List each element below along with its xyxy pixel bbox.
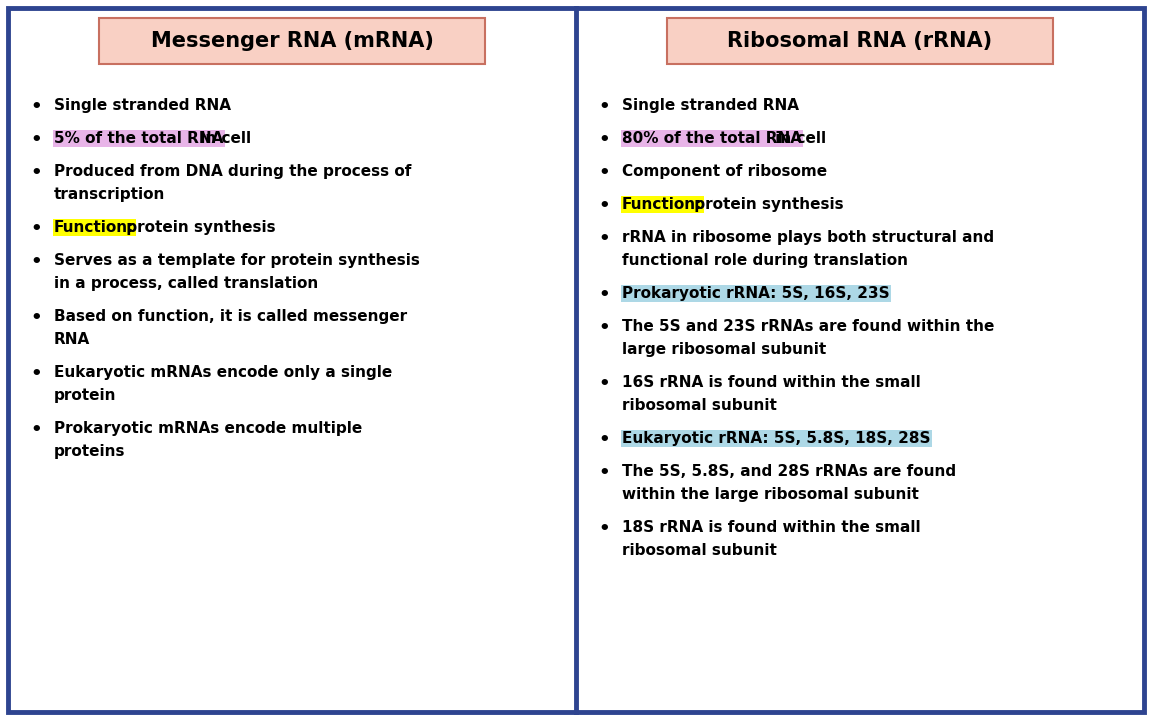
Text: Single stranded RNA: Single stranded RNA xyxy=(622,98,799,113)
Text: protein synthesis: protein synthesis xyxy=(121,220,275,235)
Text: RNA: RNA xyxy=(54,332,90,347)
Text: Based on function, it is called messenger: Based on function, it is called messenge… xyxy=(54,309,407,324)
Text: proteins: proteins xyxy=(54,444,126,459)
Text: in cell: in cell xyxy=(770,131,826,146)
Text: within the large ribosomal subunit: within the large ribosomal subunit xyxy=(622,487,919,502)
Text: •: • xyxy=(598,319,609,337)
Text: large ribosomal subunit: large ribosomal subunit xyxy=(622,342,826,357)
Text: 80% of the total RNA: 80% of the total RNA xyxy=(622,131,802,146)
Text: Messenger RNA (mRNA): Messenger RNA (mRNA) xyxy=(151,31,433,51)
Text: •: • xyxy=(598,131,609,149)
Text: in cell: in cell xyxy=(195,131,251,146)
Text: 5% of the total RNA: 5% of the total RNA xyxy=(54,131,223,146)
Text: •: • xyxy=(30,253,41,271)
Text: transcription: transcription xyxy=(54,187,166,202)
Text: 16S rRNA is found within the small: 16S rRNA is found within the small xyxy=(622,375,920,390)
Text: •: • xyxy=(598,431,609,449)
Text: protein synthesis: protein synthesis xyxy=(689,197,843,212)
Text: •: • xyxy=(598,164,609,182)
Text: functional role during translation: functional role during translation xyxy=(622,253,908,268)
Text: •: • xyxy=(30,421,41,439)
Text: •: • xyxy=(598,197,609,215)
Text: •: • xyxy=(30,309,41,327)
Text: rRNA in ribosome plays both structural and: rRNA in ribosome plays both structural a… xyxy=(622,230,994,245)
Text: •: • xyxy=(598,375,609,393)
Text: The 5S, 5.8S, and 28S rRNAs are found: The 5S, 5.8S, and 28S rRNAs are found xyxy=(622,464,956,479)
Text: Prokaryotic mRNAs encode multiple: Prokaryotic mRNAs encode multiple xyxy=(54,421,362,436)
Text: in a process, called translation: in a process, called translation xyxy=(54,276,318,291)
Bar xyxy=(99,18,485,64)
Text: Serves as a template for protein synthesis: Serves as a template for protein synthes… xyxy=(54,253,419,268)
Text: •: • xyxy=(30,365,41,383)
Text: Component of ribosome: Component of ribosome xyxy=(622,164,827,179)
Text: •: • xyxy=(598,520,609,538)
Text: Eukaryotic mRNAs encode only a single: Eukaryotic mRNAs encode only a single xyxy=(54,365,392,380)
Text: Single stranded RNA: Single stranded RNA xyxy=(54,98,232,113)
Text: •: • xyxy=(30,131,41,149)
Bar xyxy=(667,18,1053,64)
Text: The 5S and 23S rRNAs are found within the: The 5S and 23S rRNAs are found within th… xyxy=(622,319,994,334)
Text: Ribosomal RNA (rRNA): Ribosomal RNA (rRNA) xyxy=(727,31,993,51)
Text: •: • xyxy=(30,220,41,238)
Text: Prokaryotic rRNA: 5S, 16S, 23S: Prokaryotic rRNA: 5S, 16S, 23S xyxy=(622,286,889,301)
Text: ribosomal subunit: ribosomal subunit xyxy=(622,398,776,413)
Text: •: • xyxy=(598,464,609,482)
Text: •: • xyxy=(598,230,609,248)
Text: Function:: Function: xyxy=(622,197,703,212)
Text: •: • xyxy=(30,98,41,116)
Text: 18S rRNA is found within the small: 18S rRNA is found within the small xyxy=(622,520,920,535)
Text: ribosomal subunit: ribosomal subunit xyxy=(622,543,776,558)
Text: •: • xyxy=(598,98,609,116)
Text: •: • xyxy=(30,164,41,182)
Text: protein: protein xyxy=(54,388,116,403)
Text: Function:: Function: xyxy=(54,220,135,235)
Text: Produced from DNA during the process of: Produced from DNA during the process of xyxy=(54,164,411,179)
Text: Eukaryotic rRNA: 5S, 5.8S, 18S, 28S: Eukaryotic rRNA: 5S, 5.8S, 18S, 28S xyxy=(622,431,931,446)
Text: •: • xyxy=(598,286,609,304)
